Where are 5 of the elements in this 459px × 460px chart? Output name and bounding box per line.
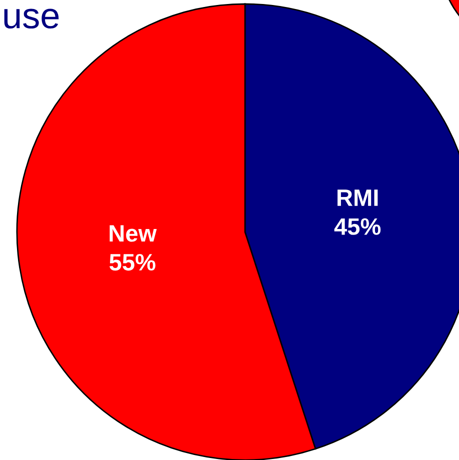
data-label: 55%	[110, 254, 156, 271]
slice-label: RMI	[338, 190, 378, 206]
data-label: 45%	[334, 218, 381, 235]
slice-label: New	[110, 225, 157, 242]
chart-title: use	[4, 8, 59, 29]
